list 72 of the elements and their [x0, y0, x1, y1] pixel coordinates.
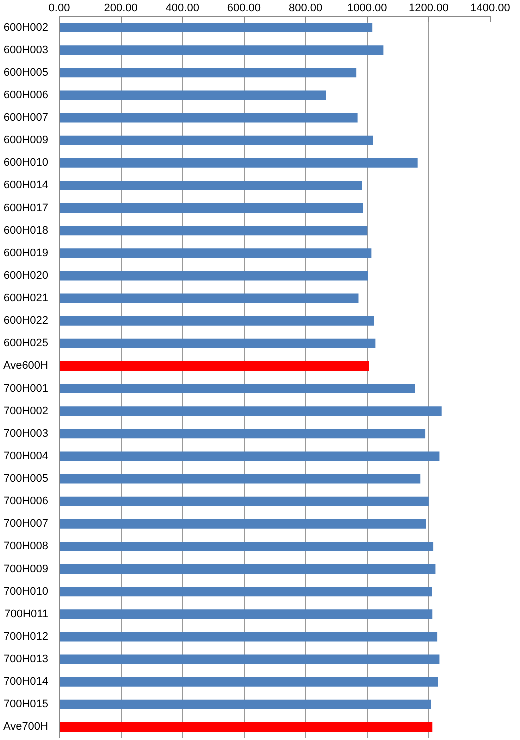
bar: [60, 158, 418, 168]
bar: [60, 180, 362, 190]
x-tick-label: 0.00: [48, 2, 70, 14]
y-tick-label: 600H017: [4, 202, 49, 214]
y-tick-label: 700H012: [4, 630, 49, 643]
x-tick-label: 600.00: [227, 2, 262, 14]
bar: [60, 452, 440, 462]
x-tick-label: 800.00: [288, 2, 323, 14]
x-tick-label: 400.00: [166, 2, 200, 14]
bar: [60, 610, 433, 620]
bar: [60, 294, 359, 304]
y-tick-label: 600H006: [4, 89, 49, 102]
bar: [60, 722, 433, 732]
y-tick-label: 600H009: [4, 134, 49, 147]
y-tick-label: 600H007: [4, 112, 49, 124]
y-tick-label: 600H021: [4, 292, 49, 305]
bar: [60, 496, 429, 506]
bar: [60, 406, 442, 416]
y-tick-label: 600H005: [4, 66, 49, 79]
bar: [60, 632, 438, 642]
bar: [60, 23, 373, 33]
bar: [60, 564, 436, 574]
y-tick-label: 700H008: [4, 540, 49, 553]
x-tick-label: 1400.00: [470, 2, 510, 14]
bar: [60, 136, 374, 146]
bar: [60, 68, 357, 78]
bar: [60, 654, 440, 664]
bar: [60, 429, 426, 439]
bar: [60, 338, 376, 348]
bar: [60, 316, 374, 326]
y-tick-label: 600H022: [4, 315, 49, 328]
y-tick-label: 700H007: [4, 518, 49, 530]
bar: [60, 361, 370, 371]
y-tick-label: 700H011: [4, 608, 49, 620]
bar: [60, 587, 432, 597]
bar: [60, 248, 372, 258]
x-tick-label: 1000.00: [347, 2, 388, 14]
bar: [60, 46, 384, 56]
y-tick-label: 700H009: [4, 563, 49, 576]
y-tick-label: 600H020: [4, 270, 49, 282]
y-tick-label: 700H005: [4, 473, 49, 486]
y-tick-label: 600H003: [4, 44, 49, 56]
y-tick-label: 700H004: [4, 450, 49, 462]
bar: [60, 700, 432, 710]
y-tick-label: 600H010: [4, 157, 49, 170]
y-tick-label: Ave600H: [3, 360, 49, 372]
y-tick-label: 600H019: [4, 247, 49, 260]
bar: [60, 113, 358, 123]
bar: [60, 226, 368, 236]
y-tick-label: 700H010: [4, 586, 49, 598]
y-tick-label: Ave700H: [3, 721, 49, 734]
y-tick-label: 700H001: [4, 382, 49, 395]
x-tick-label: 1200.00: [409, 2, 449, 14]
bar: [60, 519, 426, 529]
y-tick-label: 700H002: [4, 405, 49, 418]
bar: [60, 204, 364, 214]
bar: [60, 271, 368, 281]
y-tick-label: 700H003: [4, 428, 49, 440]
y-tick-label: 700H013: [4, 654, 49, 666]
bar: [60, 474, 421, 484]
bar: [60, 90, 326, 100]
y-tick-label: 700H014: [4, 676, 49, 688]
y-tick-label: 600H025: [4, 338, 49, 350]
y-tick-label: 600H002: [4, 22, 49, 34]
bar: [60, 542, 434, 552]
bar: [60, 677, 438, 687]
bar: [60, 384, 416, 394]
y-tick-label: 600H018: [4, 224, 49, 237]
y-tick-label: 600H014: [4, 180, 49, 192]
x-tick-label: 200.00: [104, 2, 138, 14]
y-tick-label: 700H006: [4, 496, 49, 508]
y-tick-label: 700H015: [4, 698, 49, 711]
